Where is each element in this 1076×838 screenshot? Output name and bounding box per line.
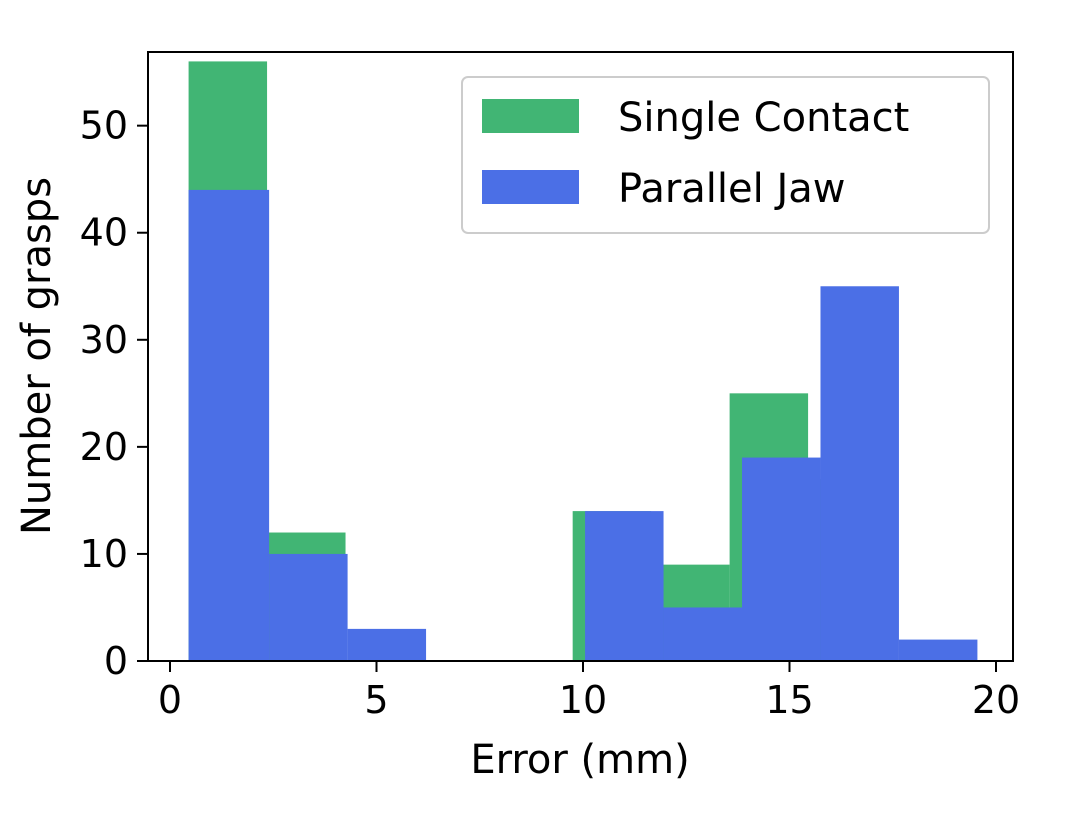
bars-layer (188, 61, 978, 662)
legend-swatch-parallel-jaw (482, 170, 579, 204)
legend-label-single-contact: Single Contact (618, 95, 909, 141)
bar-parallel-jaw-5 (742, 457, 821, 661)
bar-parallel-jaw-4 (663, 607, 742, 661)
y-tick-label: 10 (80, 532, 128, 576)
legend-swatch-single-contact (482, 99, 579, 133)
x-tick-label: 0 (158, 678, 182, 722)
x-tick-label: 5 (364, 678, 388, 722)
bar-parallel-jaw-7 (898, 639, 978, 661)
bar-parallel-jaw-0 (188, 189, 270, 661)
plot-frame (147, 51, 1014, 662)
x-tick-label: 15 (765, 678, 813, 722)
y-tick-label: 0 (104, 639, 128, 683)
x-tick-label: 10 (559, 678, 607, 722)
y-tick-label: 20 (80, 425, 128, 469)
y-axis: 0 10 20 30 40 50 (80, 104, 148, 683)
x-tick-label: 20 (972, 678, 1020, 722)
x-axis-label: Error (mm) (470, 737, 689, 783)
y-axis-label: Number of grasps (14, 177, 60, 535)
y-tick-label: 40 (80, 211, 128, 255)
bar-parallel-jaw-3 (585, 511, 664, 661)
legend: Single Contact Parallel Jaw (461, 76, 990, 234)
y-tick-label: 30 (80, 318, 128, 362)
bar-parallel-jaw-1 (269, 553, 348, 661)
legend-label-parallel-jaw: Parallel Jaw (618, 166, 845, 212)
bar-parallel-jaw-2 (347, 628, 427, 661)
legend-box (461, 76, 990, 234)
bar-parallel-jaw-6 (820, 286, 899, 661)
x-axis: 0 5 10 15 20 (158, 661, 1020, 722)
y-tick-label: 50 (80, 104, 128, 148)
